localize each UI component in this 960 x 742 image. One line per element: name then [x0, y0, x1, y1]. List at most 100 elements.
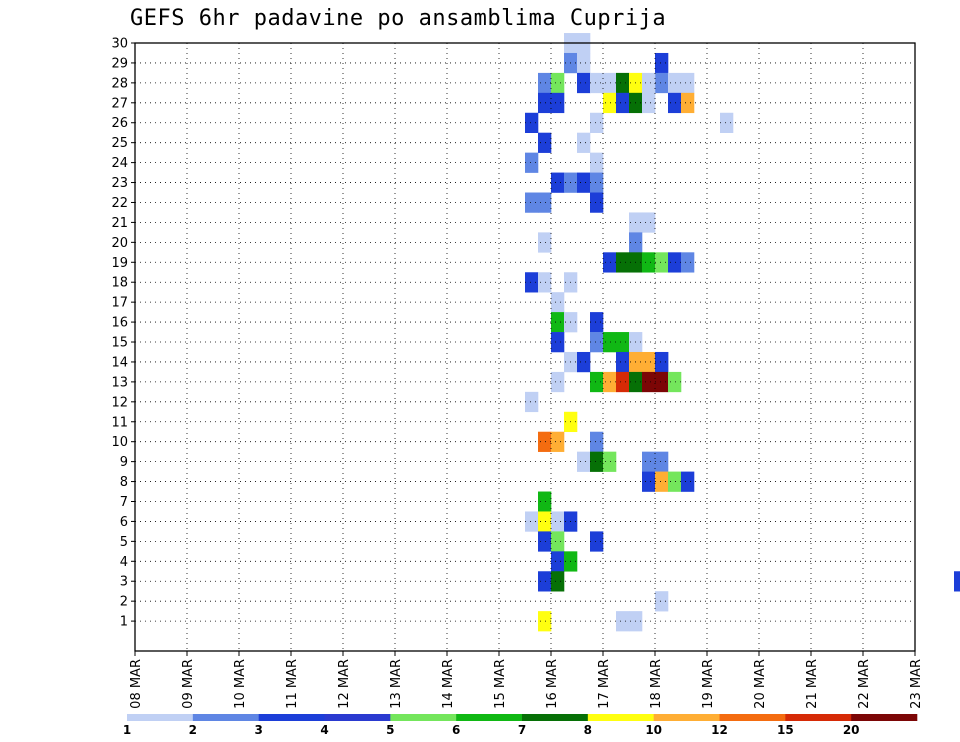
heatmap-cell	[590, 172, 604, 193]
heatmap-cell	[681, 92, 695, 114]
heatmap-cell	[655, 252, 669, 273]
grid-lines	[135, 42, 915, 651]
heatmap-cell	[655, 371, 669, 393]
heatmap-cell	[525, 112, 539, 133]
heatmap-cell	[642, 451, 656, 472]
legend-swatch	[258, 714, 325, 721]
heatmap-cell	[642, 252, 656, 273]
x-tick-label: 23 MAR	[909, 659, 924, 709]
heatmap-cell	[538, 611, 552, 632]
heatmap-cell	[590, 72, 604, 94]
y-tick-label: 28	[111, 76, 128, 91]
heatmap-cell	[525, 192, 539, 213]
legend-swatch	[390, 714, 457, 721]
x-tick-label: 09 MAR	[181, 659, 196, 709]
y-tick-label: 3	[120, 575, 128, 590]
legend-swatch	[785, 714, 852, 721]
legend-label: 5	[386, 723, 394, 737]
heatmap-cell	[577, 72, 591, 94]
legend-swatch	[719, 714, 786, 721]
heatmap-cell	[590, 451, 604, 472]
heatmap-cell	[603, 92, 617, 114]
heatmap-cell	[577, 451, 591, 472]
legend-swatch	[653, 714, 720, 721]
chart-title: GEFS 6hr padavine po ansamblima Cuprija	[130, 6, 667, 31]
legend-label: 15	[777, 723, 794, 737]
heatmap-cell	[720, 112, 734, 133]
heatmap-cell	[642, 92, 656, 114]
heatmap-cell	[551, 531, 565, 552]
heatmap-cell	[603, 252, 617, 273]
heatmap-cell	[551, 332, 565, 353]
x-axis: 08 MAR 09 MAR 10 MAR 11 MAR 12 MAR 13 MAR 14 M…	[129, 651, 924, 709]
heatmap-cell	[525, 511, 539, 532]
heatmap-cell	[590, 371, 604, 393]
heatmap-cell	[551, 551, 565, 572]
heatmap-cell	[668, 72, 682, 94]
heatmap-cell	[525, 272, 539, 293]
heatmap-cell	[551, 292, 565, 313]
heatmap-cell	[655, 591, 669, 612]
x-tick-label: 15 MAR	[493, 659, 508, 709]
heatmap-cell	[551, 172, 565, 193]
heatmap-cell	[655, 351, 669, 373]
y-tick-label: 5	[120, 535, 128, 550]
legend-swatch	[192, 714, 259, 721]
heatmap-cell	[590, 192, 604, 213]
y-tick-label: 10	[111, 435, 128, 450]
heatmap-cell	[577, 172, 591, 193]
heatmap-cell	[681, 252, 695, 273]
legend-swatch	[456, 714, 523, 721]
legend-label: 12	[711, 723, 728, 737]
color-legend: 1 2 3 4 5 6 7 8 10 12 15 20	[123, 714, 918, 737]
heatmap-cell	[642, 471, 656, 492]
heatmap-cell	[642, 212, 656, 233]
heatmap-cell	[616, 72, 630, 94]
heatmap-cell	[525, 391, 539, 413]
y-tick-label: 7	[120, 495, 128, 510]
x-tick-label: 11 MAR	[285, 659, 300, 709]
heatmap-cell	[551, 92, 565, 114]
legend-label: 1	[123, 723, 131, 737]
legend-label: 2	[189, 723, 197, 737]
heatmap-cell	[538, 491, 552, 512]
legend-label: 4	[320, 723, 328, 737]
x-tick-label: 13 MAR	[389, 659, 404, 709]
heatmap-cell	[668, 92, 682, 114]
heatmap-cell	[642, 351, 656, 373]
heatmap-cell	[551, 431, 565, 452]
heatmap-cell	[577, 351, 591, 373]
heatmap-cell	[538, 192, 552, 213]
legend-label: 6	[452, 723, 460, 737]
y-tick-label: 29	[111, 56, 128, 71]
heatmap-cell	[668, 471, 682, 492]
heatmap-cell	[551, 72, 565, 94]
heatmap-cell	[655, 72, 669, 94]
y-tick-label: 6	[120, 515, 128, 530]
y-tick-label: 12	[111, 395, 128, 410]
heatmap-cell	[603, 371, 617, 393]
legend-label: 10	[645, 723, 662, 737]
y-tick-label: 11	[111, 415, 128, 430]
heatmap-cell	[577, 52, 591, 74]
y-tick-label: 20	[111, 236, 128, 251]
x-tick-label: 19 MAR	[701, 659, 716, 709]
legend-label: 7	[518, 723, 526, 737]
y-tick-label: 14	[111, 355, 128, 370]
y-tick-label: 15	[111, 336, 128, 351]
heatmap-cell	[538, 431, 552, 452]
legend-swatch	[851, 714, 918, 721]
heatmap-cell	[681, 72, 695, 94]
y-tick-label: 22	[111, 196, 128, 211]
y-tick-label: 24	[111, 156, 128, 171]
y-tick-label: 30	[111, 37, 128, 52]
x-tick-label: 08 MAR	[129, 659, 144, 709]
heatmap-cell	[525, 152, 539, 173]
x-tick-label: 20 MAR	[753, 659, 768, 709]
heatmap-cell	[538, 132, 552, 153]
heatmap-cell	[551, 511, 565, 532]
heatmap-cell	[590, 112, 604, 133]
heatmap-cell	[642, 371, 656, 393]
heatmap-cell	[538, 232, 552, 253]
